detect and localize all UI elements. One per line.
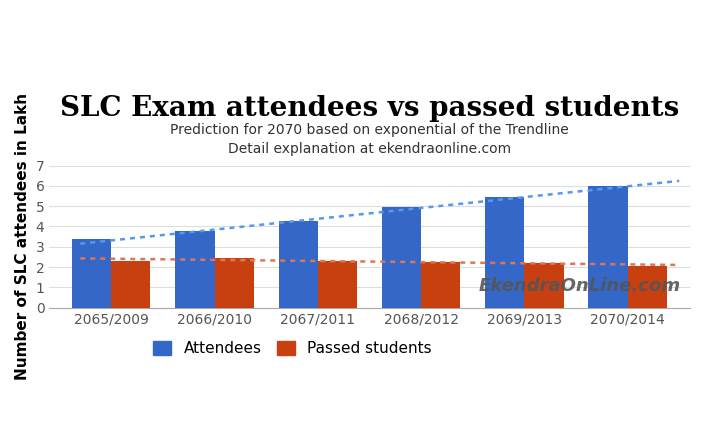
Bar: [421, 262, 461, 308]
Text: EkendraOnLine.com: EkendraOnLine.com: [478, 277, 680, 295]
Bar: [175, 231, 214, 308]
Bar: [588, 186, 627, 308]
Bar: [72, 239, 111, 308]
Bar: [524, 263, 564, 308]
Bar: [485, 197, 524, 308]
Bar: [279, 221, 318, 308]
Bar: [111, 261, 150, 308]
Bar: [382, 207, 421, 308]
Legend: Attendees, Passed students: Attendees, Passed students: [153, 341, 432, 356]
Bar: [318, 261, 357, 308]
Text: Prediction for 2070 based on exponential of the Trendline
Detail explanation at : Prediction for 2070 based on exponential…: [170, 123, 569, 156]
Bar: [627, 266, 667, 308]
Y-axis label: Number of SLC attendees in Lakh: Number of SLC attendees in Lakh: [15, 93, 30, 380]
Title: SLC Exam attendees vs passed students: SLC Exam attendees vs passed students: [60, 95, 679, 122]
Bar: [214, 258, 253, 308]
